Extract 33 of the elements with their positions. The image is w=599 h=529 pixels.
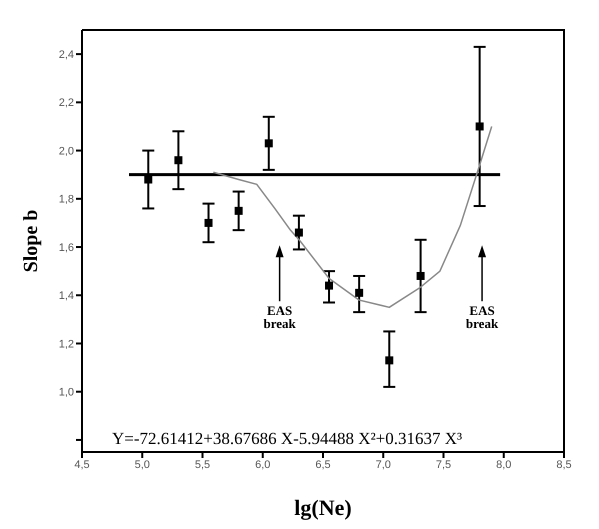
point bbox=[264, 139, 273, 148]
annotation: EAS break bbox=[466, 303, 499, 332]
x-tick-label: 5,5 bbox=[194, 458, 210, 471]
y-tick-label: 2,2 bbox=[58, 97, 74, 110]
y-tick-label: 1,4 bbox=[58, 290, 74, 302]
y-axis-title: Slope b bbox=[20, 210, 42, 272]
point bbox=[174, 156, 182, 164]
point bbox=[144, 176, 152, 184]
annotation: Y=-72.61412+38.67686 X-5.94488 X²+0.31637 X³ bbox=[112, 429, 462, 448]
point bbox=[234, 206, 243, 215]
y-tick-label: 1,0 bbox=[58, 386, 74, 399]
point bbox=[325, 282, 334, 290]
x-tick-label: 8,5 bbox=[556, 458, 572, 471]
y-tick-label: 1,2 bbox=[58, 338, 74, 350]
annotation: EAS break bbox=[263, 303, 297, 332]
y-tick-label: 1,6 bbox=[58, 242, 74, 254]
y-tick-label: 2,0 bbox=[58, 145, 74, 158]
x-tick-label: 7,0 bbox=[376, 458, 391, 471]
x-tick-label: 8,0 bbox=[496, 458, 512, 471]
point bbox=[355, 288, 364, 297]
point bbox=[476, 122, 484, 130]
y-tick-label: 2,4 bbox=[58, 49, 74, 62]
y-tick-label: 1,8 bbox=[58, 194, 74, 206]
x-tick-label: 6,5 bbox=[315, 458, 331, 471]
x-tick-label: 6,0 bbox=[255, 458, 270, 471]
x-tick-label: 7,5 bbox=[436, 458, 452, 471]
x-tick-label: 5,0 bbox=[134, 458, 150, 471]
point bbox=[294, 228, 303, 237]
point bbox=[416, 272, 425, 280]
point bbox=[385, 356, 394, 364]
x-axis-title: lg(Ne) bbox=[294, 495, 352, 520]
point bbox=[204, 218, 213, 227]
x-tick-label: 4,5 bbox=[74, 458, 90, 471]
